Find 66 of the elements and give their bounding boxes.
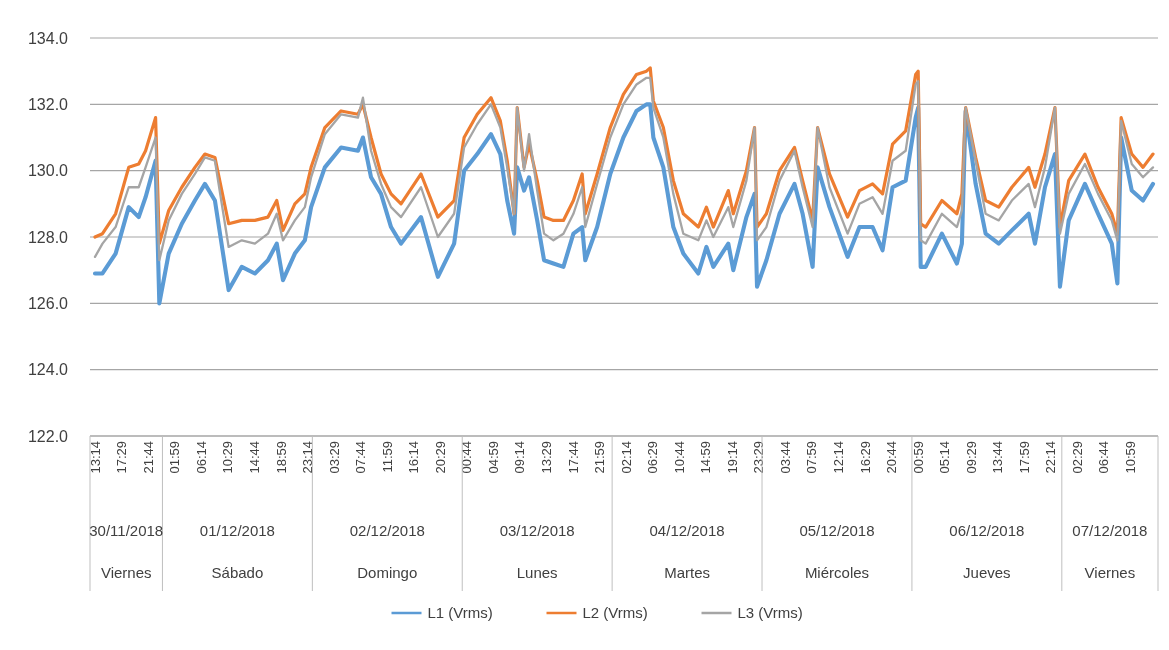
y-tick-label: 130.0	[27, 162, 69, 180]
y-tick-label: 126.0	[27, 294, 69, 312]
x-tick-label: 10:59	[1122, 441, 1138, 474]
text: 05/12/2018	[799, 522, 875, 539]
x-tick-label: 10:29	[220, 441, 236, 474]
legend-label: L2 (Vrms)	[582, 604, 648, 622]
x-tick-label: 21:59	[592, 441, 608, 474]
text: Jueves	[963, 564, 1011, 581]
x-tick-label: 03:29	[326, 441, 342, 474]
x-tick-label: 16:14	[406, 441, 422, 474]
y-tick-label: 128.0	[27, 228, 69, 246]
x-tick-label: 07:59	[804, 441, 820, 474]
x-tick-label: 20:29	[432, 441, 448, 474]
text: 06/12/2018	[949, 522, 1025, 539]
x-tick-label: 00:44	[459, 441, 475, 474]
x-tick-label: 19:14	[724, 441, 740, 474]
y-tick-label: 132.0	[27, 95, 69, 113]
x-tick-label: 04:59	[485, 441, 501, 474]
text: Miércoles	[804, 564, 870, 581]
x-tick-label: 17:59	[1016, 441, 1032, 474]
x-tick-label: 14:44	[247, 441, 263, 474]
x-tick-label: 10:44	[671, 441, 687, 474]
text: 04/12/2018	[649, 522, 725, 539]
x-tick-label: 13:29	[539, 441, 554, 474]
text: 07/12/2018	[1072, 522, 1148, 539]
x-tick-label: 03:44	[777, 441, 793, 474]
x-tick-label: 23:14	[300, 441, 316, 474]
x-tick-label: 02:29	[1069, 441, 1085, 474]
y-tick-label: 124.0	[27, 361, 69, 379]
x-tick-label: 14:59	[698, 441, 714, 474]
x-tick-label: 17:29	[114, 441, 130, 474]
legend-label: L3 (Vrms)	[737, 604, 803, 622]
x-tick-label: 02:14	[618, 441, 634, 474]
x-tick-label: 11:59	[379, 441, 395, 473]
x-tick-label: 12:14	[830, 441, 846, 474]
text: Sábado	[211, 564, 264, 581]
x-tick-label: 09:29	[963, 441, 979, 474]
text: Viernes	[1084, 564, 1136, 581]
text: 03/12/2018	[499, 522, 575, 539]
text: Viernes	[100, 564, 152, 581]
text: 30/11/2018	[89, 522, 164, 539]
legend-label: L1 (Vrms)	[427, 604, 493, 622]
x-tick-label: 13:44	[990, 441, 1006, 474]
x-tick-label: 18:59	[273, 441, 289, 474]
x-tick-label: 05:14	[937, 441, 953, 474]
text: Domingo	[357, 564, 418, 581]
text: Martes	[664, 564, 710, 581]
text: 02/12/2018	[349, 522, 425, 539]
y-tick-label: 122.0	[27, 427, 69, 445]
x-tick-label: 21:44	[140, 441, 156, 474]
x-tick-label: 17:44	[565, 441, 581, 474]
x-tick-label: 01:59	[167, 441, 183, 474]
x-tick-label: 09:14	[512, 441, 528, 474]
x-tick-label: 23:29	[751, 441, 767, 474]
x-tick-label: 06:29	[645, 441, 661, 474]
x-tick-label: 06:14	[193, 441, 209, 474]
x-tick-label: 20:44	[884, 441, 900, 474]
x-tick-label: 00:59	[910, 441, 926, 474]
text: Lunes	[516, 564, 558, 581]
text: 01/12/2018	[199, 522, 275, 539]
x-tick-label: 16:29	[857, 441, 873, 474]
x-tick-label: 07:44	[353, 441, 369, 474]
x-tick-label: 13:14	[87, 441, 103, 474]
x-tick-label: 06:44	[1096, 441, 1112, 474]
y-tick-label: 134.0	[27, 29, 69, 47]
x-tick-label: 22:14	[1043, 441, 1059, 474]
